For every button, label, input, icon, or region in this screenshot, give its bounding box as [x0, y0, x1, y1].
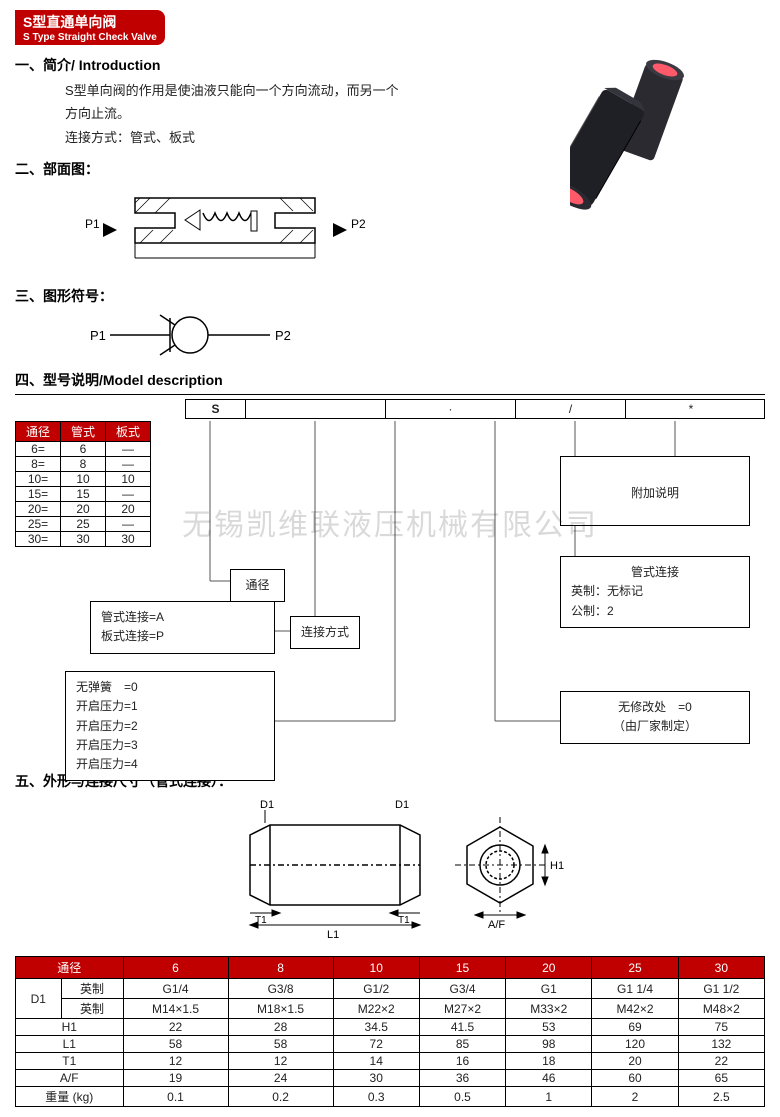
- title-en: S Type Straight Check Valve: [23, 32, 157, 43]
- svg-text:L1: L1: [327, 929, 339, 941]
- box-extra: 附加说明: [560, 456, 750, 526]
- dim-d1: D1: [16, 979, 62, 1019]
- box-conn-label: 连接方式: [290, 616, 360, 649]
- box-conn1: 管式连接=A: [101, 608, 264, 627]
- svg-text:H1: H1: [550, 860, 564, 872]
- box-nomod: 无修改处 =0 （由厂家制定）: [560, 691, 750, 743]
- box-pipe-l1: 英制：无标记: [571, 582, 739, 601]
- dimension-drawing: D1 D1 L1 T1 T1: [15, 795, 765, 948]
- box-connection: 管式连接=A 板式连接=P: [90, 601, 275, 653]
- box-sp4: 开启压力=4: [76, 755, 264, 774]
- model-code-row: S · / *: [185, 399, 765, 419]
- box-pipe-h: 管式连接: [571, 563, 739, 582]
- box-nomod2: （由厂家制定）: [571, 717, 739, 736]
- svg-text:T1: T1: [255, 915, 267, 926]
- product-photo: [570, 40, 750, 220]
- svg-text:D1: D1: [395, 799, 409, 811]
- nominal-diameter-table: 通径 管式 板式 6=6— 8=8— 10=1010 15=15— 20=202…: [15, 421, 151, 547]
- box-nomod1: 无修改处 =0: [571, 698, 739, 717]
- symbol-diagram: P1 P2: [75, 310, 765, 360]
- box-nd: 通径: [230, 569, 285, 602]
- model-s: S: [186, 400, 246, 418]
- svg-text:D1: D1: [260, 799, 274, 811]
- dim-nd-header: 通径: [16, 957, 124, 979]
- box-sp3: 开启压力=3: [76, 736, 264, 755]
- sym-p1: P1: [90, 328, 106, 343]
- p2-label: P2: [351, 217, 366, 231]
- box-sp0: 无弹簧 =0: [76, 678, 264, 697]
- nd-h2: 板式: [106, 422, 151, 442]
- box-sp2: 开启压力=2: [76, 717, 264, 736]
- model-diagram-area: 通径 管式 板式 6=6— 8=8— 10=1010 15=15— 20=202…: [15, 421, 765, 761]
- box-conn2: 板式连接=P: [101, 627, 264, 646]
- box-pipe-l2: 公制：2: [571, 602, 739, 621]
- svg-text:A/F: A/F: [488, 919, 505, 931]
- nd-h0: 通径: [16, 422, 61, 442]
- nd-h1: 管式: [61, 422, 106, 442]
- sec3-head: 三、图形符号：: [15, 286, 765, 306]
- sym-p2: P2: [275, 328, 291, 343]
- box-sp1: 开启压力=1: [76, 697, 264, 716]
- box-pipe: 管式连接 英制：无标记 公制：2: [560, 556, 750, 628]
- p1-label: P1: [85, 217, 100, 231]
- title-cn: S型直通单向阀: [23, 14, 116, 30]
- sec4-head: 四、型号说明/Model description: [15, 370, 765, 390]
- box-spring: 无弹簧 =0 开启压力=1 开启压力=2 开启压力=3 开启压力=4: [65, 671, 275, 781]
- dimension-table: 通径 681015202530 D1 英制 G1/4G3/8G1/2G3/4G1…: [15, 956, 765, 1107]
- title-bar: S型直通单向阀 S Type Straight Check Valve: [15, 10, 165, 45]
- svg-text:T1: T1: [398, 915, 410, 926]
